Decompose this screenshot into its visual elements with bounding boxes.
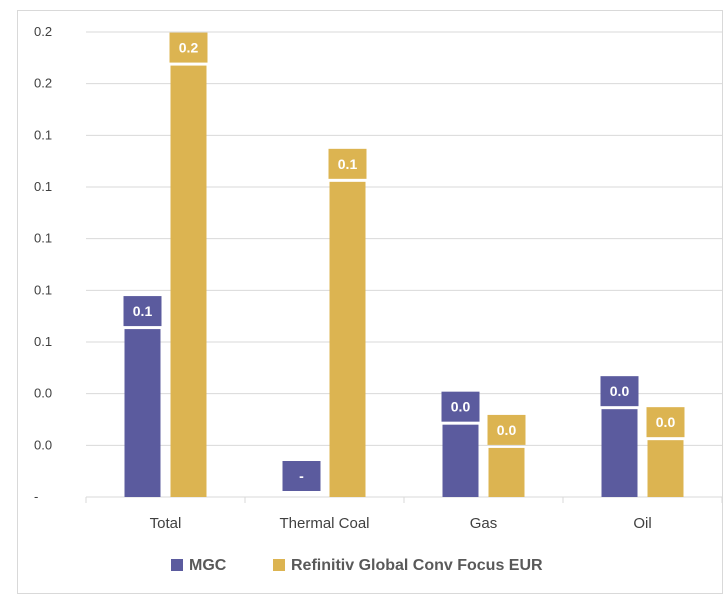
x-tick-label: Oil [633,515,651,532]
data-label-box [123,296,162,327]
bar-mgc [124,329,161,497]
y-tick-label: 0.1 [34,231,52,246]
data-label: 0.0 [451,399,471,415]
data-label-box [487,414,526,445]
bar-refinitiv-global-conv-focus-eur [329,181,366,498]
legend-label: MGC [189,557,227,574]
y-tick-label: 0.2 [34,24,52,39]
bar-mgc [442,424,479,497]
data-label: 0.0 [497,422,517,438]
legend-label: Refinitiv Global Conv Focus EUR [291,557,543,574]
legend-swatch [273,559,285,571]
y-tick-label: 0.2 [34,76,52,91]
y-tick-label: 0.0 [34,437,52,452]
data-label-box [169,32,208,63]
y-tick-label: 0.1 [34,127,52,142]
data-label: 0.1 [133,303,153,319]
data-label: 0.0 [610,383,630,399]
x-tick-label: Thermal Coal [279,515,369,532]
data-label: 0.0 [656,414,676,430]
data-label-box [646,407,685,438]
y-tick-label: 0.1 [34,179,52,194]
data-label: 0.1 [338,156,358,172]
data-label-box [600,376,639,407]
data-label: 0.2 [179,40,199,56]
bar-mgc [601,409,638,497]
data-label: - [299,468,304,484]
y-tick-label: 0.1 [34,282,52,297]
x-tick-label: Gas [470,515,498,532]
data-label-box [328,148,367,179]
y-tick-label: 0.1 [34,334,52,349]
y-tick-label: 0.0 [34,386,52,401]
bar-refinitiv-global-conv-focus-eur [170,65,207,497]
x-tick-label: Total [150,515,182,532]
bar-refinitiv-global-conv-focus-eur [488,447,525,497]
data-label-box [441,391,480,422]
y-tick-label: - [34,489,38,504]
bar-refinitiv-global-conv-focus-eur [647,440,684,497]
legend-swatch [171,559,183,571]
data-label-box [282,461,321,491]
